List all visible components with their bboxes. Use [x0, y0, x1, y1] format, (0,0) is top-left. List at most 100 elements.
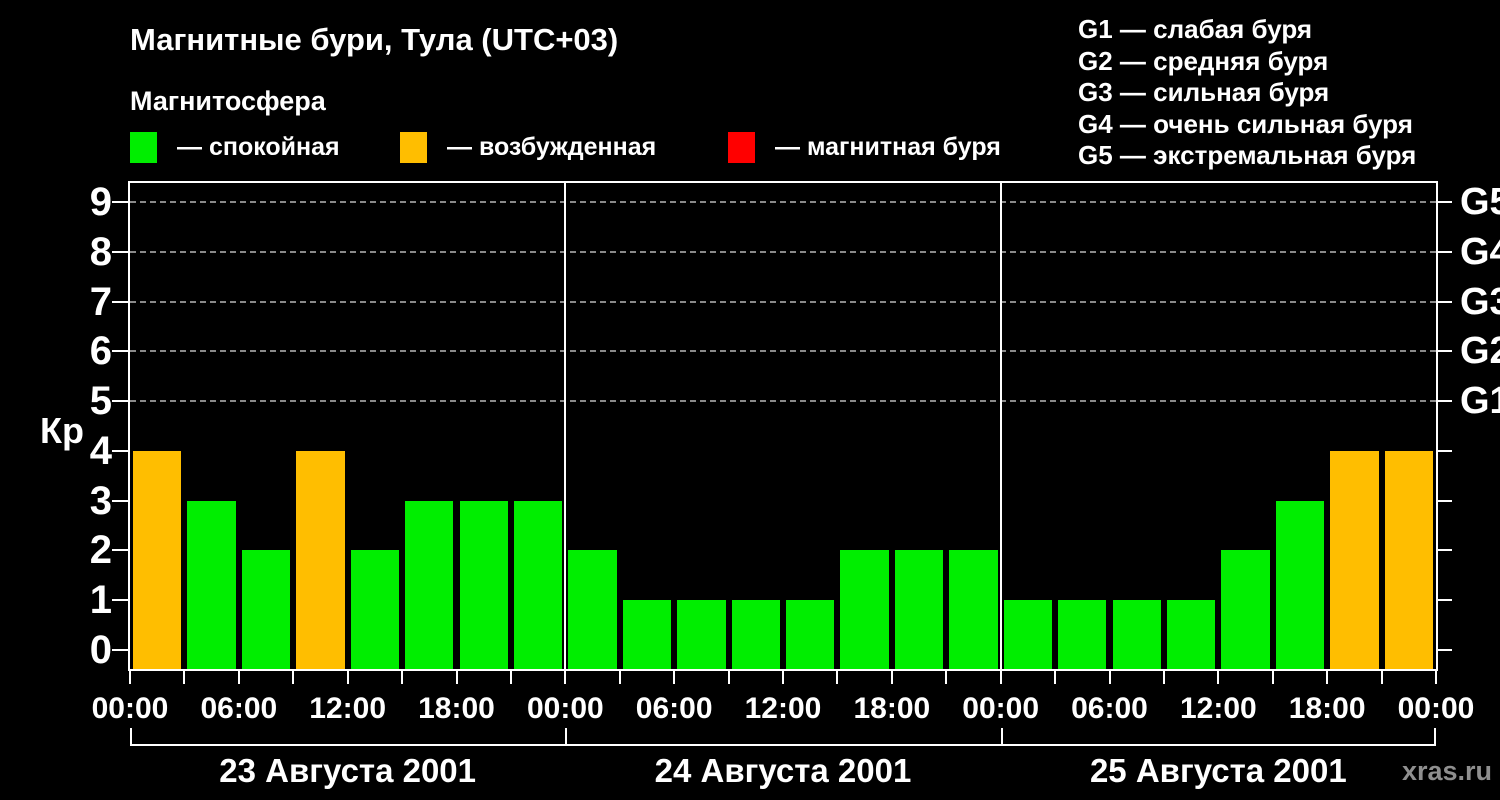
- y-tick-label: 9: [89, 180, 112, 224]
- legend-item-storm: — магнитная буря: [728, 131, 1001, 163]
- x-tick: [945, 671, 948, 684]
- x-tick: [1217, 671, 1220, 684]
- kp-bar: [894, 550, 944, 669]
- storm-color-swatch: [728, 131, 755, 163]
- y-tick-label: 8: [89, 229, 112, 274]
- x-tick-label: 12:00: [309, 692, 387, 725]
- date-label: 25 Августа 2001: [1089, 752, 1347, 789]
- legend-heading: Магнитосфера: [130, 86, 326, 116]
- x-tick: [237, 671, 240, 684]
- kp-bar: [350, 550, 400, 669]
- x-tick-label: 18:00: [1288, 692, 1366, 725]
- kp-bar: [1166, 600, 1216, 669]
- y-tick: [112, 449, 128, 452]
- x-tick: [782, 671, 784, 684]
- legend-label: — спокойная: [177, 132, 340, 161]
- x-tick: [1326, 671, 1329, 684]
- y-tick-right: [1438, 649, 1452, 651]
- y-tick: [112, 599, 128, 602]
- x-tick: [509, 671, 512, 684]
- y-tick-right: [1438, 350, 1452, 353]
- kp-bar: [1275, 500, 1325, 669]
- y-tick: [112, 250, 128, 253]
- kp-bar: [840, 550, 889, 669]
- plot-area: [128, 181, 1438, 671]
- date-label: 24 Августа 2001: [654, 752, 912, 789]
- x-tick: [1380, 671, 1383, 684]
- x-tick-label: 18:00: [418, 692, 495, 725]
- x-tick-label: 06:00: [1071, 692, 1148, 725]
- y-tick: [112, 400, 128, 403]
- y-tick-right: [1438, 599, 1452, 602]
- g-scale-label: G4: [1460, 230, 1500, 273]
- x-tick: [564, 671, 567, 684]
- x-tick: [618, 671, 621, 684]
- y-tick-right: [1438, 499, 1452, 502]
- kp-bar: [1112, 600, 1161, 669]
- y-tick: [112, 201, 128, 203]
- legend-item-quiet: — спокойная: [130, 131, 340, 163]
- date-bracket-tick: [130, 728, 132, 744]
- kp-bar: [622, 600, 672, 669]
- date-bracket-tick: [1000, 728, 1003, 744]
- x-tick-label: 12:00: [744, 692, 822, 725]
- kp-bar: [677, 600, 726, 669]
- x-tick: [890, 671, 893, 684]
- grid-line: [130, 350, 1436, 353]
- x-tick-label: 00:00: [1397, 692, 1475, 725]
- x-tick: [1108, 671, 1111, 684]
- storm-scale-legend: G1 — слабая буря G2 — средняя буря G3 — …: [1078, 14, 1416, 172]
- x-tick: [455, 671, 458, 684]
- kp-bar: [133, 450, 182, 669]
- x-tick: [1271, 671, 1274, 684]
- y-tick: [112, 649, 128, 651]
- g-scale-label: G2: [1460, 330, 1500, 373]
- y-tick-label: 0: [89, 628, 112, 672]
- disturbed-color-swatch: [400, 131, 427, 163]
- g-scale-label: G3: [1460, 280, 1500, 323]
- y-tick-label: 5: [89, 379, 112, 424]
- date-label: 23 Августа 2001: [219, 752, 477, 789]
- x-tick-label: 00:00: [962, 692, 1040, 725]
- quiet-color-swatch: [130, 131, 157, 163]
- storm-scale-line-g4: G4 — очень сильная буря: [1078, 108, 1413, 139]
- y-tick-label: 4: [89, 428, 112, 473]
- storm-scale-line-g3: G3 — сильная буря: [1078, 77, 1330, 108]
- kp-bar: [187, 500, 236, 669]
- x-tick-label: 18:00: [853, 692, 931, 725]
- y-tick-right: [1438, 300, 1452, 303]
- x-tick-label: 00:00: [526, 692, 604, 725]
- kp-bar: [1003, 600, 1053, 669]
- x-tick: [183, 671, 186, 684]
- site-watermark: xras.ru: [1401, 756, 1492, 786]
- g-scale-label: G5: [1460, 181, 1500, 223]
- kp-bar: [241, 550, 291, 669]
- x-tick: [836, 671, 839, 684]
- date-bracket-tick: [565, 728, 568, 744]
- grid-line: [130, 300, 1436, 303]
- legend-label: — возбужденная: [447, 132, 657, 161]
- grid-line: [130, 250, 1436, 253]
- kp-bar: [296, 450, 345, 669]
- x-tick: [292, 671, 295, 684]
- x-tick: [1162, 671, 1165, 684]
- date-bracket: [130, 744, 1436, 746]
- storm-scale-line-g2: G2 — средняя буря: [1078, 45, 1329, 76]
- kp-bar: [1058, 600, 1107, 669]
- x-tick-label: 00:00: [91, 692, 169, 725]
- day-separator: [999, 183, 1002, 669]
- kp-bar: [1384, 450, 1433, 669]
- x-tick: [999, 671, 1002, 684]
- x-tick: [129, 671, 131, 684]
- storm-scale-line-g5: G5 — экстремальная буря: [1078, 140, 1417, 171]
- y-axis-title: Кр: [40, 410, 84, 451]
- kp-bar: [405, 500, 454, 669]
- legend-item-disturbed: — возбужденная: [400, 131, 656, 163]
- x-tick-label: 06:00: [635, 692, 713, 725]
- legend-label: — магнитная буря: [775, 132, 1001, 161]
- x-tick: [1435, 671, 1437, 684]
- date-bracket-tick: [1434, 728, 1436, 744]
- kp-bar: [459, 500, 508, 669]
- g-scale-label: G1: [1460, 380, 1500, 423]
